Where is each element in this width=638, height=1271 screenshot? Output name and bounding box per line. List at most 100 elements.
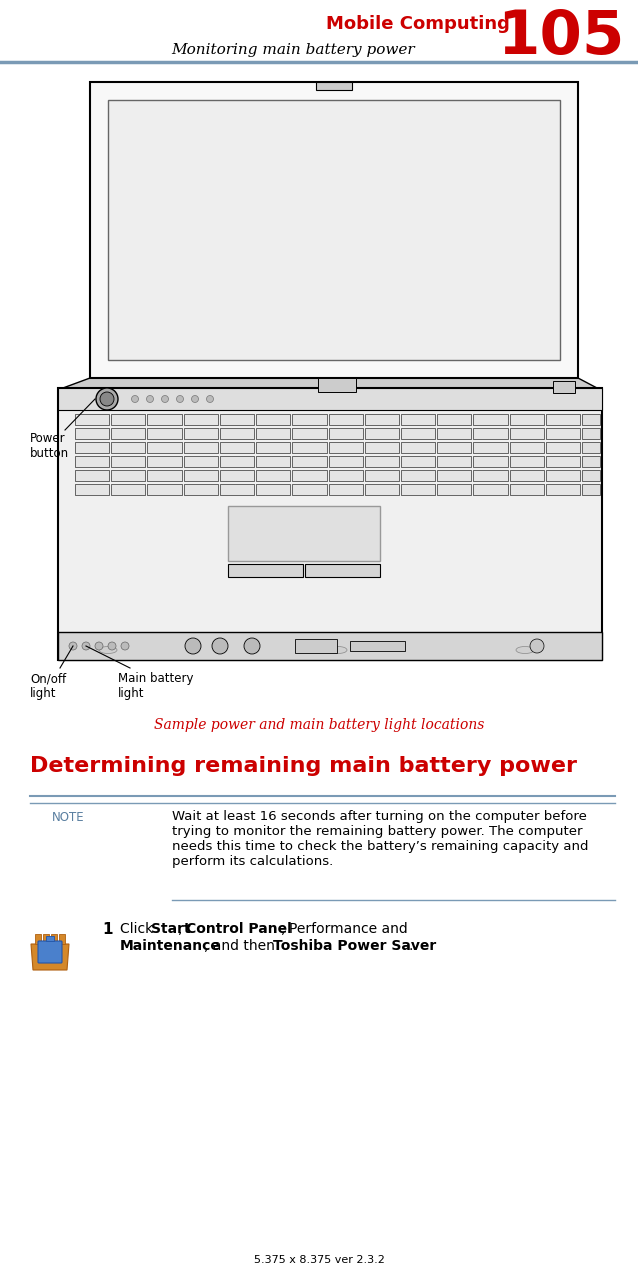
Bar xyxy=(292,442,327,452)
Bar xyxy=(582,456,600,466)
Bar xyxy=(220,484,254,494)
Bar xyxy=(43,934,49,944)
Circle shape xyxy=(191,395,198,403)
Circle shape xyxy=(185,638,201,655)
Polygon shape xyxy=(31,944,69,970)
Bar xyxy=(111,414,145,425)
Bar xyxy=(256,442,290,452)
Bar xyxy=(256,484,290,494)
Bar xyxy=(111,456,145,466)
Bar xyxy=(111,442,145,452)
Bar xyxy=(256,470,290,480)
Bar xyxy=(545,414,580,425)
Polygon shape xyxy=(108,100,560,360)
Bar xyxy=(553,381,575,393)
Circle shape xyxy=(69,642,77,649)
Bar xyxy=(75,484,109,494)
Bar xyxy=(111,470,145,480)
Bar xyxy=(473,456,508,466)
Circle shape xyxy=(212,638,228,655)
Bar xyxy=(292,484,327,494)
Text: Wait at least 16 seconds after turning on the computer before
trying to monitor : Wait at least 16 seconds after turning o… xyxy=(172,810,588,868)
Bar xyxy=(305,564,380,577)
Bar xyxy=(437,484,471,494)
Text: 1: 1 xyxy=(103,921,113,937)
Bar xyxy=(510,484,544,494)
Bar xyxy=(147,470,182,480)
Bar xyxy=(58,632,602,660)
Bar xyxy=(256,428,290,438)
Bar xyxy=(147,428,182,438)
Bar xyxy=(401,442,435,452)
Bar xyxy=(46,935,54,941)
Bar xyxy=(473,470,508,480)
Bar xyxy=(329,442,363,452)
Circle shape xyxy=(96,388,118,411)
Bar xyxy=(75,428,109,438)
Bar xyxy=(510,428,544,438)
Bar xyxy=(228,506,380,561)
Bar xyxy=(545,484,580,494)
Bar xyxy=(582,442,600,452)
Bar xyxy=(228,564,303,577)
Text: Sample power and main battery light locations: Sample power and main battery light loca… xyxy=(154,718,484,732)
Circle shape xyxy=(95,642,103,649)
Circle shape xyxy=(161,395,168,403)
Bar xyxy=(401,428,435,438)
Text: Main battery
light: Main battery light xyxy=(118,672,193,700)
Bar xyxy=(329,456,363,466)
Bar xyxy=(184,428,218,438)
Circle shape xyxy=(207,395,214,403)
Bar xyxy=(510,442,544,452)
Bar xyxy=(184,456,218,466)
Bar xyxy=(329,428,363,438)
Bar xyxy=(401,470,435,480)
Bar xyxy=(51,934,57,944)
Bar xyxy=(35,934,41,944)
Text: Toshiba Power Saver: Toshiba Power Saver xyxy=(273,939,436,953)
Bar xyxy=(350,641,405,651)
Bar xyxy=(58,388,602,411)
Bar xyxy=(545,442,580,452)
Bar xyxy=(147,442,182,452)
Bar xyxy=(582,470,600,480)
Bar xyxy=(256,414,290,425)
Bar xyxy=(256,456,290,466)
Bar xyxy=(545,470,580,480)
Circle shape xyxy=(244,638,260,655)
Bar xyxy=(473,414,508,425)
Polygon shape xyxy=(63,377,597,388)
Bar xyxy=(510,456,544,466)
Bar xyxy=(545,456,580,466)
Bar xyxy=(582,414,600,425)
Text: .: . xyxy=(408,939,412,953)
Bar xyxy=(437,442,471,452)
Bar xyxy=(329,414,363,425)
Bar xyxy=(510,470,544,480)
Bar xyxy=(147,414,182,425)
Bar xyxy=(365,428,399,438)
Bar xyxy=(401,484,435,494)
Polygon shape xyxy=(58,388,602,660)
Bar xyxy=(184,484,218,494)
Text: On/off
light: On/off light xyxy=(30,672,66,700)
Text: Mobile Computing: Mobile Computing xyxy=(326,15,510,33)
Text: ,: , xyxy=(178,921,187,935)
Bar xyxy=(329,470,363,480)
Text: Start: Start xyxy=(151,921,191,935)
Bar xyxy=(316,83,352,90)
Text: NOTE: NOTE xyxy=(52,811,84,824)
Bar xyxy=(292,456,327,466)
Bar xyxy=(111,428,145,438)
Bar xyxy=(329,484,363,494)
Bar xyxy=(473,428,508,438)
Bar xyxy=(582,484,600,494)
Ellipse shape xyxy=(516,647,534,653)
Bar xyxy=(220,470,254,480)
Circle shape xyxy=(131,395,138,403)
Circle shape xyxy=(177,395,184,403)
Bar xyxy=(75,414,109,425)
Text: Click: Click xyxy=(120,921,158,935)
Bar xyxy=(184,470,218,480)
Bar xyxy=(401,414,435,425)
